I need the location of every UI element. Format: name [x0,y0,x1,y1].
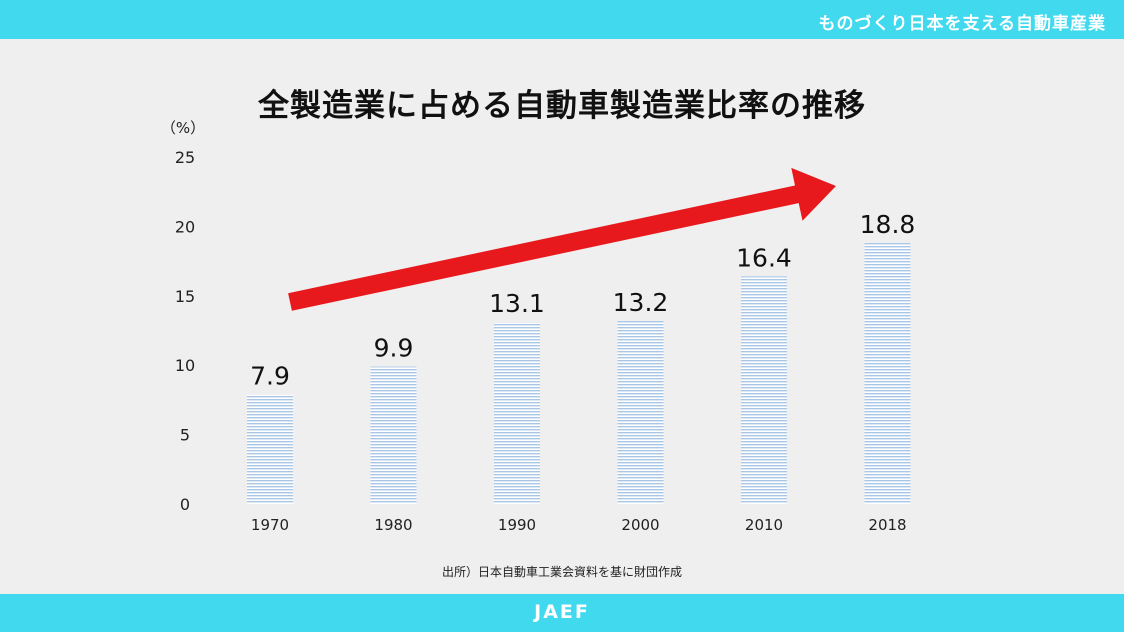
value-label: 13.2 [613,288,669,317]
x-tick-label: 1990 [498,516,536,534]
bar [617,320,664,504]
value-label: 7.9 [250,361,290,390]
bar [864,243,911,504]
y-tick-label: 20 [175,217,195,236]
bar [741,276,787,504]
y-tick-label: 5 [180,426,190,445]
x-tick-label: 2000 [621,516,659,534]
chart-title: 全製造業に占める自動車製造業比率の推移 [258,88,866,124]
x-tick-label: 1970 [251,516,289,534]
x-tick-label: 1980 [374,516,412,534]
x-tick-label: 2010 [745,516,783,534]
bar-chart: （%） 0 5 10 15 20 25 7.9 1970 9.9 1980 13.1 1990 13.2… [161,119,916,534]
x-tick-label: 2018 [868,516,906,534]
bar [247,394,293,504]
bar [494,322,540,504]
trend-arrow-icon [288,167,837,311]
value-label: 13.1 [489,289,545,318]
y-tick-label: 0 [180,495,190,514]
header-banner: ものづくり日本を支える自動車産業 [0,0,1124,39]
y-tick-label: 15 [175,287,195,306]
value-label: 16.4 [736,243,792,272]
bar [370,366,417,504]
y-tick-label: 25 [175,148,195,167]
source-note: 出所）日本自動車工業会資料を基に財団作成 [441,565,682,579]
footer-banner: JAEF [0,594,1124,632]
y-unit-label: （%） [161,119,205,137]
value-label: 18.8 [860,210,916,239]
header-text: ものづくり日本を支える自動車産業 [818,14,1106,34]
footer-logo-text: JAEF [534,601,590,623]
value-label: 9.9 [374,334,414,363]
y-tick-label: 10 [175,356,195,375]
